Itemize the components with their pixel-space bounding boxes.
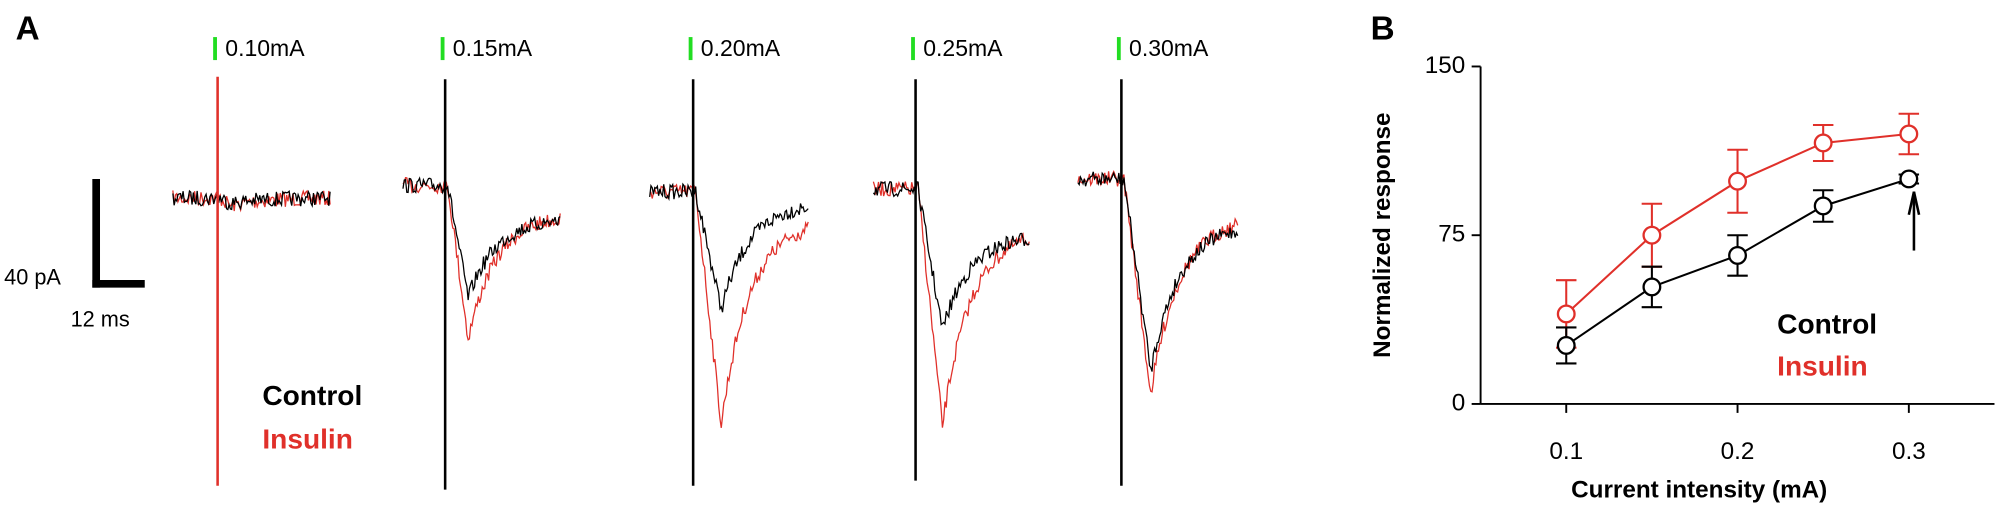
panel-label: A [16,10,40,47]
data-point [1556,304,1576,324]
stim-label: 0.15mA [453,35,533,61]
stim-label: 0.25mA [923,35,1003,61]
trace [872,180,1030,326]
scale-label: 40 pA [4,264,61,289]
x-tick-label: 0.3 [1892,438,1926,465]
y-tick-label: 150 [1425,52,1466,79]
x-tick-label: 0.2 [1721,438,1755,465]
y-tick-label: 75 [1438,221,1465,248]
data-point [1813,196,1833,216]
legend-label: Insulin [1777,351,1868,382]
trace [1077,171,1239,372]
trace [172,189,331,211]
trace [872,180,1030,428]
y-axis-label: Normalized response [1369,112,1396,357]
panel-label: B [1371,10,1395,47]
x-tick-label: 0.1 [1549,438,1583,465]
trace [1077,169,1239,393]
data-point [1899,124,1919,144]
stim-label: 0.30mA [1129,35,1209,61]
stim-label: 0.10mA [225,35,305,61]
legend-label: Control [1777,308,1877,339]
stim-label: 0.20mA [701,35,781,61]
trace [402,176,561,301]
trace [402,176,561,341]
x-axis-label: Current intensity (mA) [1571,476,1827,503]
scale-label: 12 ms [71,307,130,332]
legend-label: Insulin [262,423,353,454]
data-point [1556,335,1576,355]
data-point [1642,277,1662,297]
data-point [1642,225,1662,245]
y-tick-label: 0 [1452,389,1465,416]
data-point [1728,171,1747,191]
data-point [1813,133,1833,153]
trace [649,182,809,313]
data-point [1899,169,1919,189]
legend-label: Control [262,380,362,411]
data-point [1728,246,1747,265]
trace [649,183,809,428]
